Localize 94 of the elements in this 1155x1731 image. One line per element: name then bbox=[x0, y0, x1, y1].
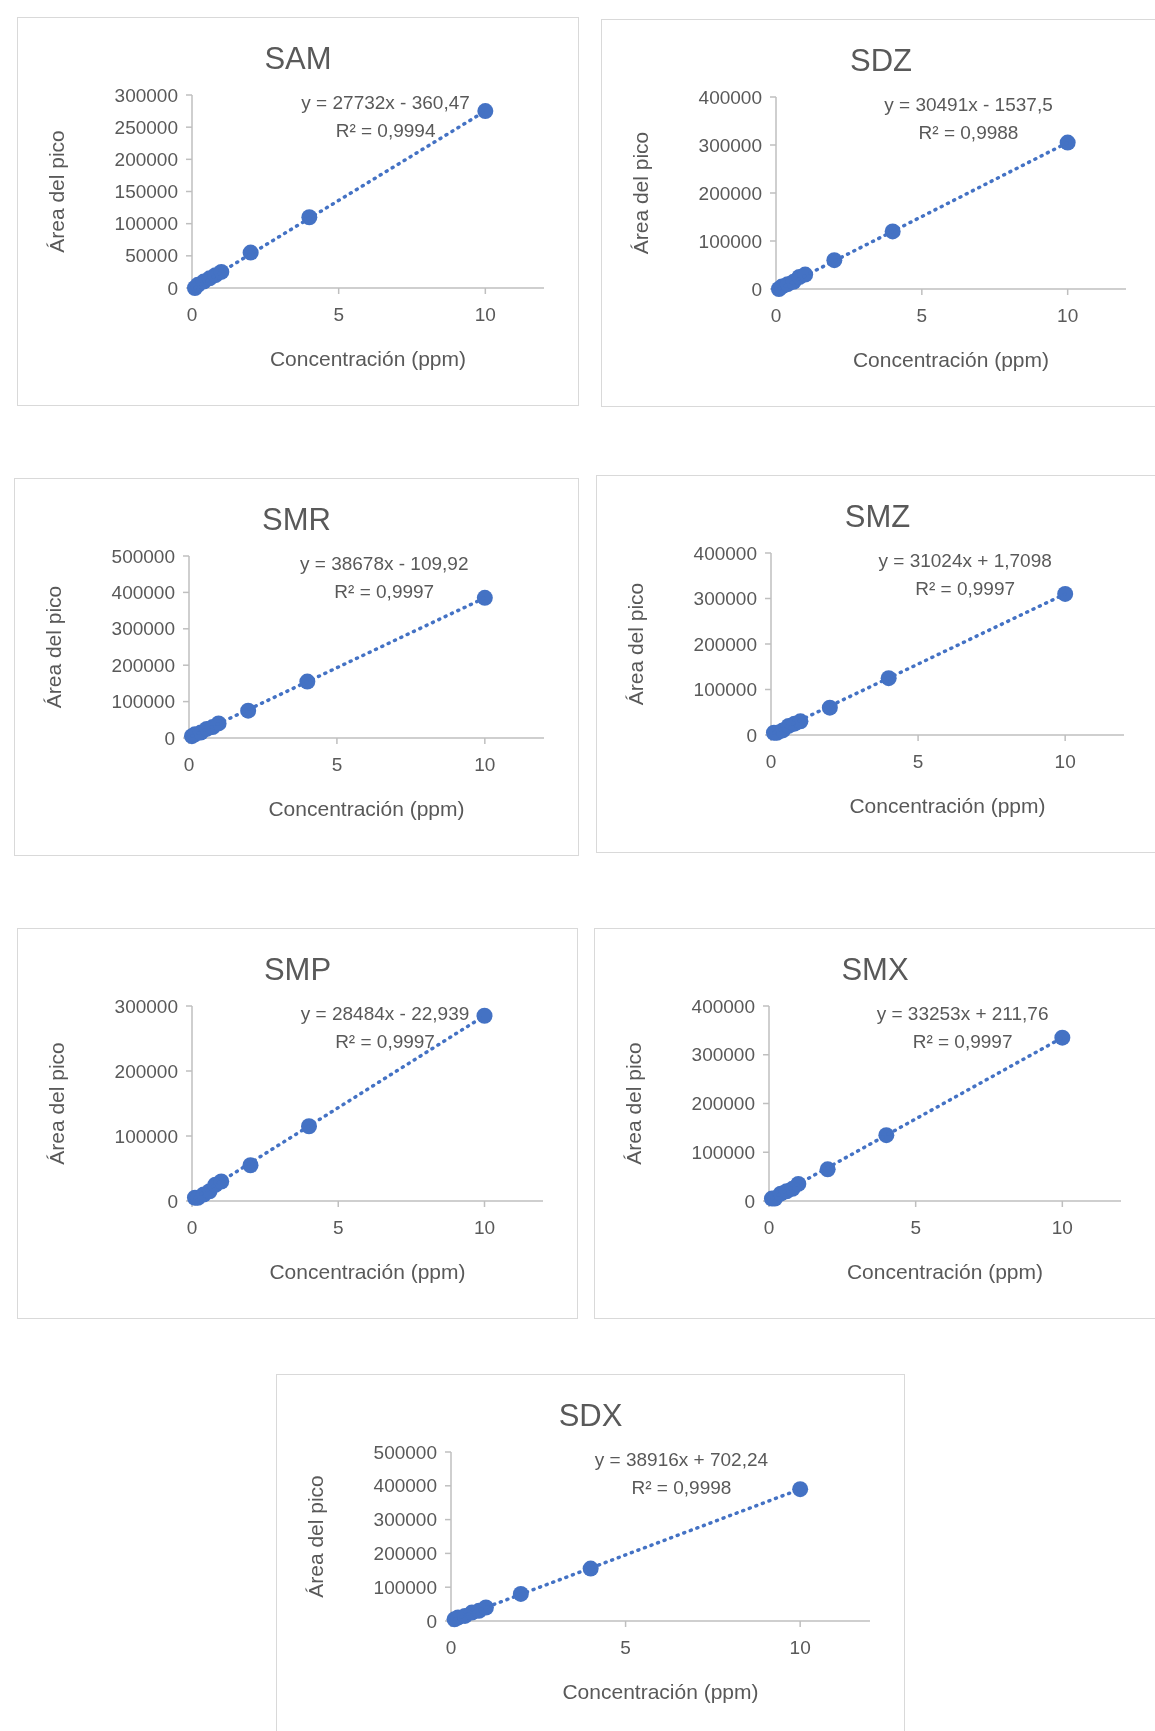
annotation: y = 30491x - 1537,5 bbox=[884, 94, 1053, 115]
x-tick-label: 10 bbox=[1051, 1217, 1073, 1238]
y-tick-label: 200000 bbox=[373, 1543, 437, 1565]
y-tick-label: 250000 bbox=[114, 116, 178, 138]
y-tick-label: 100000 bbox=[114, 213, 178, 235]
y-tick-label: 0 bbox=[164, 727, 175, 749]
y-tick-label: 300000 bbox=[691, 1044, 755, 1066]
annotation: y = 28484x - 22,939 bbox=[300, 1003, 470, 1024]
y-tick-label: 150000 bbox=[114, 181, 178, 203]
x-axis-title: Concentración (ppm) bbox=[268, 797, 465, 820]
annotation: y = 38916x + 702,24 bbox=[594, 1449, 769, 1470]
x-tick-label: 5 bbox=[912, 751, 924, 772]
y-axis-title: Área del pico bbox=[629, 131, 652, 255]
annotation: R² = 0,9994 bbox=[335, 120, 436, 141]
x-tick-label: 0 bbox=[183, 754, 195, 775]
y-axis-title: Área del pico bbox=[624, 582, 647, 706]
x-tick-label: 5 bbox=[916, 305, 928, 326]
y-tick-label: 200000 bbox=[693, 633, 757, 655]
y-tick-label: 0 bbox=[167, 1190, 178, 1212]
y-tick-label: 300000 bbox=[114, 84, 178, 106]
y-tick-label: 300000 bbox=[111, 618, 175, 640]
y-tick-label: 300000 bbox=[373, 1509, 437, 1531]
y-tick-label: 100000 bbox=[114, 1125, 178, 1147]
x-tick-label: 0 bbox=[445, 1637, 457, 1658]
chart-title: SMZ bbox=[844, 499, 911, 534]
y-tick-label: 300000 bbox=[693, 588, 757, 610]
annotation: y = 27732x - 360,47 bbox=[301, 92, 470, 113]
x-tick-label: 10 bbox=[474, 754, 496, 775]
y-tick-label: 50000 bbox=[125, 245, 178, 267]
y-tick-label: 200000 bbox=[114, 148, 178, 170]
y-tick-label: 200000 bbox=[698, 182, 762, 204]
x-tick-label: 0 bbox=[186, 1217, 198, 1238]
y-tick-label: 100000 bbox=[698, 230, 762, 252]
x-tick-label: 5 bbox=[331, 754, 343, 775]
y-tick-label: 100000 bbox=[111, 691, 175, 713]
y-tick-label: 500000 bbox=[111, 545, 175, 567]
y-axis-title: Área del pico bbox=[304, 1475, 327, 1598]
y-axis-title: Área del pico bbox=[45, 130, 68, 253]
annotation: R² = 0,9988 bbox=[918, 122, 1019, 143]
y-tick-label: 0 bbox=[426, 1610, 437, 1632]
y-tick-label: 400000 bbox=[111, 582, 175, 604]
y-tick-label: 0 bbox=[746, 724, 757, 746]
x-tick-label: 5 bbox=[910, 1217, 921, 1238]
x-tick-label: 0 bbox=[765, 751, 777, 772]
x-axis-title: Concentración (ppm) bbox=[852, 348, 1050, 371]
x-tick-label: 10 bbox=[474, 304, 496, 325]
annotation: R² = 0,9997 bbox=[915, 578, 1016, 599]
y-tick-label: 100000 bbox=[691, 1141, 755, 1163]
chart-title: SMP bbox=[263, 952, 332, 987]
y-tick-label: 300000 bbox=[114, 995, 178, 1017]
y-tick-label: 500000 bbox=[373, 1441, 437, 1463]
x-tick-label: 10 bbox=[789, 1637, 811, 1658]
x-tick-label: 10 bbox=[1057, 305, 1079, 326]
x-tick-label: 5 bbox=[333, 304, 344, 325]
annotation: R² = 0,9997 bbox=[335, 1031, 435, 1052]
y-tick-label: 0 bbox=[167, 277, 178, 299]
y-tick-label: 400000 bbox=[698, 86, 762, 108]
x-tick-label: 0 bbox=[770, 305, 782, 326]
chart-title: SMR bbox=[262, 502, 331, 537]
annotation: R² = 0,9997 bbox=[334, 581, 435, 602]
y-axis-title: Área del pico bbox=[622, 1042, 645, 1165]
y-tick-label: 200000 bbox=[114, 1060, 178, 1082]
x-tick-label: 0 bbox=[186, 304, 198, 325]
chart-title: SDX bbox=[558, 1398, 623, 1433]
y-tick-label: 400000 bbox=[691, 995, 755, 1017]
y-tick-label: 100000 bbox=[373, 1576, 437, 1598]
x-axis-title: Concentración (ppm) bbox=[849, 794, 1046, 817]
chart-title: SDZ bbox=[850, 43, 912, 78]
annotation: y = 33253x + 211,76 bbox=[876, 1003, 1049, 1024]
x-tick-label: 5 bbox=[620, 1637, 631, 1658]
x-axis-title: Concentración (ppm) bbox=[269, 1260, 466, 1283]
x-axis-title: Concentración (ppm) bbox=[846, 1260, 1044, 1283]
x-tick-label: 5 bbox=[332, 1217, 344, 1238]
y-tick-label: 200000 bbox=[111, 654, 175, 676]
annotation: y = 38678x - 109,92 bbox=[300, 553, 469, 574]
y-axis-title: Área del pico bbox=[45, 1042, 68, 1165]
y-tick-label: 400000 bbox=[373, 1475, 437, 1497]
chart-title: SAM bbox=[264, 41, 332, 76]
chart-title: SMX bbox=[841, 952, 909, 987]
y-tick-label: 300000 bbox=[698, 134, 762, 156]
y-tick-label: 0 bbox=[744, 1190, 755, 1212]
annotation: R² = 0,9997 bbox=[912, 1031, 1013, 1052]
y-tick-label: 100000 bbox=[693, 679, 757, 701]
x-axis-title: Concentración (ppm) bbox=[269, 347, 467, 370]
annotation: y = 31024x + 1,7098 bbox=[878, 550, 1052, 571]
y-tick-label: 200000 bbox=[691, 1093, 755, 1115]
y-axis-title: Área del pico bbox=[42, 585, 65, 709]
x-tick-label: 0 bbox=[763, 1217, 775, 1238]
y-tick-label: 0 bbox=[751, 278, 762, 300]
x-tick-label: 10 bbox=[1054, 751, 1076, 772]
annotation: R² = 0,9998 bbox=[631, 1477, 732, 1498]
x-tick-label: 10 bbox=[473, 1217, 496, 1238]
y-tick-label: 400000 bbox=[693, 542, 757, 564]
x-axis-title: Concentración (ppm) bbox=[562, 1680, 759, 1703]
